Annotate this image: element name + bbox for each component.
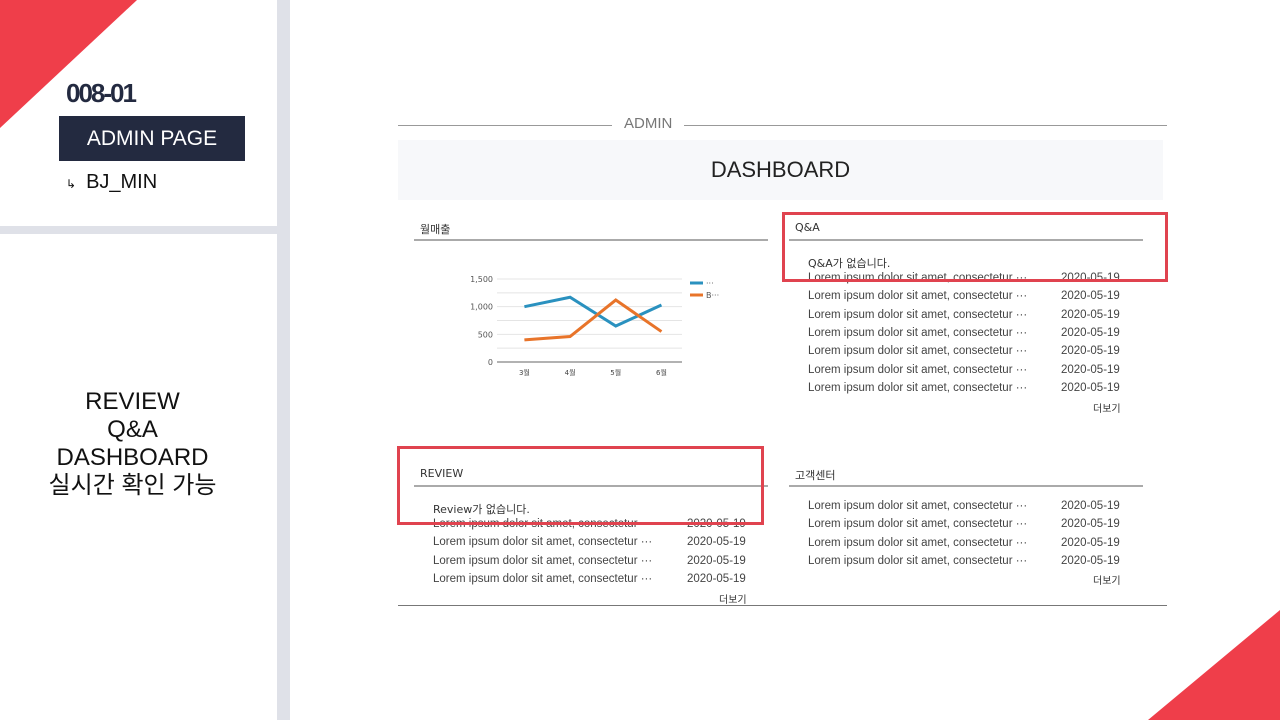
legend-label: ··· [706,279,714,288]
desc-line: 실시간 확인 가능 [48,472,217,499]
qna-empty-message: Q&A가 없습니다. [808,257,891,270]
divider [414,239,768,241]
list-item-title[interactable]: Lorem ipsum dolor sit amet, consectetur … [433,536,653,549]
list-item-date: 2020-05-19 [1061,363,1120,376]
y-tick-label: 1,000 [470,303,493,312]
list-item-title[interactable]: Lorem ipsum dolor sit amet, consectetur … [808,326,1028,339]
review-more-link[interactable]: 더보기 [719,595,747,606]
list-item-title[interactable]: Lorem ipsum dolor sit amet, consectetur … [808,536,1028,549]
divider [789,485,1143,487]
list-item-title[interactable]: Lorem ipsum dolor sit amet, consectetur … [808,554,1028,567]
corner-triangle-decoration [1148,610,1280,720]
qna-title: Q&A [795,221,820,234]
y-tick-label: 0 [488,358,493,367]
list-item-title[interactable]: Lorem ipsum dolor sit amet, consectetur … [808,381,1028,394]
x-tick-label: 6월 [656,368,667,377]
review-empty-message: Review가 없습니다. [433,503,530,516]
y-tick-label: 1,500 [470,275,493,284]
list-item-title[interactable]: Lorem ipsum dolor sit amet, consectetur … [808,290,1028,303]
list-item-date: 2020-05-19 [1061,518,1120,531]
legend-label: B··· [706,291,719,300]
page-title: DASHBOARD [398,140,1163,200]
divider [0,226,277,234]
divider [789,239,1143,241]
support-more-link[interactable]: 더보기 [1093,576,1121,587]
slide-code: 008-01 [66,78,137,108]
list-item-date: 2020-05-19 [1061,554,1120,567]
divider [277,0,290,720]
list-item-date: 2020-05-19 [687,536,746,549]
sales-title: 월매출 [420,223,451,236]
list-item-title[interactable]: Lorem ipsum dolor sit amet, consectetur … [808,500,1028,512]
list-item-title[interactable]: Lorem ipsum dolor sit amet, consectetur … [433,554,653,567]
divider [414,485,768,487]
list-item-date: 2020-05-19 [1061,536,1120,549]
divider [398,605,1167,606]
list-item-date: 2020-05-19 [1061,308,1120,321]
author-name: BJ_MIN [86,171,158,193]
divider [398,125,1167,126]
desc-line: Q&A [107,416,158,443]
x-tick-label: 5월 [610,368,621,377]
x-tick-label: 4월 [565,368,576,377]
list-item-date: 2020-05-19 [1061,326,1120,339]
series-line [524,298,663,342]
arrow-icon: ↳ [66,177,77,191]
list-item-title[interactable]: Lorem ipsum dolor sit amet, consectetur … [808,308,1028,321]
list-item-date: 2020-05-19 [687,554,746,567]
admin-label: ADMIN [612,115,685,132]
y-tick-label: 500 [478,330,493,339]
x-tick-label: 3월 [519,368,530,377]
desc-line: DASHBOARD [56,444,209,471]
list-item-title[interactable]: Lorem ipsum dolor sit amet, consectetur … [808,345,1028,358]
list-item-title[interactable]: Lorem ipsum dolor sit amet, consectetur … [433,572,653,585]
series-line [524,295,663,328]
list-item-title[interactable]: Lorem ipsum dolor sit amet, consectetur … [808,363,1028,376]
highlight-box-qna [782,212,1168,282]
list-item-date: 2020-05-19 [1061,290,1120,303]
qna-more-link[interactable]: 더보기 [1093,404,1121,415]
highlight-box-review [397,446,764,525]
list-item-date: 2020-05-19 [1061,500,1120,512]
list-item-date: 2020-05-19 [1061,345,1120,358]
slide-description: REVIEW Q&A DASHBOARD 실시간 확인 가능 [20,388,245,500]
support-title: 고객센터 [795,469,836,482]
review-title: REVIEW [420,467,464,480]
sales-line-chart: 0 500 1,000 1,500 3월 4월 5월 6월 ··· B··· [470,275,719,377]
corner-triangle-decoration [0,0,137,128]
admin-page-badge: ADMIN PAGE [59,116,245,161]
list-item-date: 2020-05-19 [1061,381,1120,394]
author: ↳ BJ_MIN [66,171,157,194]
list-item-date: 2020-05-19 [687,572,746,585]
list-item-title[interactable]: Lorem ipsum dolor sit amet, consectetur … [808,518,1028,531]
desc-line: REVIEW [85,388,180,415]
